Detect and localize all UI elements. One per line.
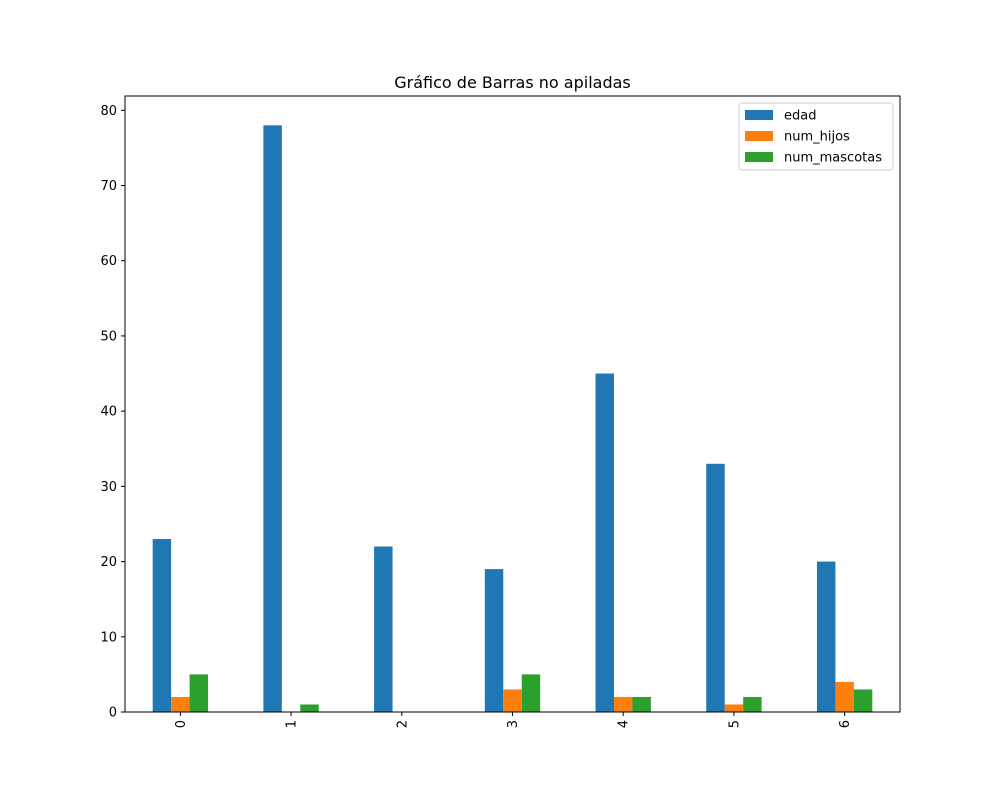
chart-title: Gráfico de Barras no apiladas bbox=[394, 73, 630, 92]
bar-num_hijos-5 bbox=[724, 704, 744, 712]
x-axis: 0 1 2 3 4 5 6 bbox=[174, 712, 853, 728]
bar-edad-5 bbox=[706, 463, 725, 712]
legend-swatch-num_hijos bbox=[745, 131, 773, 141]
bar-edad-1 bbox=[263, 125, 282, 713]
bar-num_mascotas-3 bbox=[521, 674, 541, 712]
bar-edad-0 bbox=[152, 539, 172, 712]
bar-num_mascotas-5 bbox=[743, 696, 762, 712]
bar-edad-6 bbox=[816, 561, 836, 712]
legend-swatch-edad bbox=[745, 110, 773, 120]
bar-num_hijos-4 bbox=[613, 696, 633, 712]
legend-label-num_hijos: num_hijos bbox=[784, 130, 850, 145]
legend-box bbox=[738, 102, 894, 171]
bar-edad-2 bbox=[374, 546, 393, 712]
bar-num_mascotas-6 bbox=[853, 689, 873, 712]
bar-num_hijos-0 bbox=[171, 696, 190, 712]
x-tick-label: 3 bbox=[506, 720, 521, 728]
legend-label-num_mascotas: num_mascotas bbox=[784, 151, 882, 166]
x-tick-label: 6 bbox=[838, 720, 853, 728]
legend: edad num_hijos num_mascotas bbox=[738, 102, 894, 171]
bar-num_mascotas-1 bbox=[300, 704, 319, 712]
bar-edad-4 bbox=[595, 373, 614, 712]
x-tick-label: 5 bbox=[727, 720, 742, 728]
y-tick-label: 70 bbox=[100, 179, 117, 194]
x-tick-label: 0 bbox=[174, 720, 189, 728]
legend-swatch-num_mascotas bbox=[745, 152, 773, 162]
bar-edad-3 bbox=[484, 569, 504, 712]
bar-num_mascotas-0 bbox=[189, 674, 209, 712]
y-tick-label: 10 bbox=[100, 630, 117, 645]
bar-num_hijos-6 bbox=[835, 681, 854, 712]
y-tick-label: 80 bbox=[100, 104, 117, 119]
y-axis: 0 10 20 30 40 50 60 70 80 bbox=[100, 104, 125, 721]
y-tick-label: 30 bbox=[100, 480, 117, 495]
plot-frame bbox=[124, 95, 901, 713]
bar-num_mascotas-4 bbox=[632, 696, 651, 712]
y-tick-label: 20 bbox=[100, 555, 117, 570]
legend-label-edad: edad bbox=[784, 109, 816, 124]
y-tick-label: 60 bbox=[100, 254, 117, 269]
y-tick-label: 0 bbox=[109, 706, 117, 721]
bars-group bbox=[152, 125, 873, 713]
x-tick-label: 2 bbox=[395, 720, 410, 728]
x-tick-label: 1 bbox=[285, 720, 300, 728]
y-tick-label: 40 bbox=[100, 405, 117, 420]
y-tick-label: 50 bbox=[100, 329, 117, 344]
x-tick-label: 4 bbox=[617, 720, 632, 728]
bar-num_hijos-3 bbox=[503, 689, 522, 712]
